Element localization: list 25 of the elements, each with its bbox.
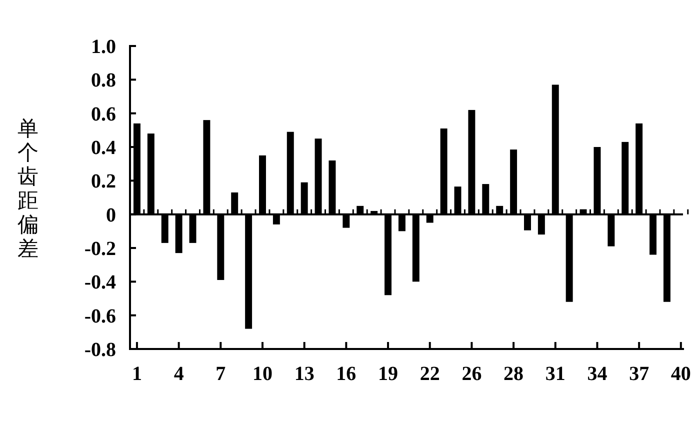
y-tick-label: -0.4 <box>84 272 116 294</box>
y-tick-label: -0.6 <box>84 305 116 328</box>
x-tick-label: 31 <box>545 363 566 385</box>
x-tick-label: 26 <box>462 363 482 385</box>
y-tick-label: 0 <box>106 204 116 226</box>
y-tick-label: 0.2 <box>91 170 116 193</box>
x-tick-label: 40 <box>670 363 691 385</box>
x-tick-label: 28 <box>504 363 524 385</box>
y-tick-label: 1.0 <box>91 36 116 58</box>
x-tick-label: 22 <box>420 363 440 385</box>
x-tick-label: 10 <box>252 363 272 385</box>
y-tick-label: -0.8 <box>84 339 116 361</box>
x-tick-label: 7 <box>216 363 226 385</box>
y-axis-title: 单个齿距偏差 <box>18 116 38 260</box>
y-tick-label: -0.2 <box>84 238 116 260</box>
x-tick-label: 1 <box>132 363 142 385</box>
x-tick-label: 34 <box>587 363 608 385</box>
x-tick-label: 4 <box>174 363 184 385</box>
y-tick-label: 0.6 <box>91 103 116 126</box>
x-tick-label: 37 <box>629 363 650 385</box>
y-tick-label: 0.4 <box>91 137 116 159</box>
x-tick-label: 19 <box>378 363 398 385</box>
y-tick-label: 0.8 <box>91 70 116 92</box>
x-tick-label: 16 <box>336 363 356 385</box>
x-tick-label: 13 <box>294 363 314 385</box>
